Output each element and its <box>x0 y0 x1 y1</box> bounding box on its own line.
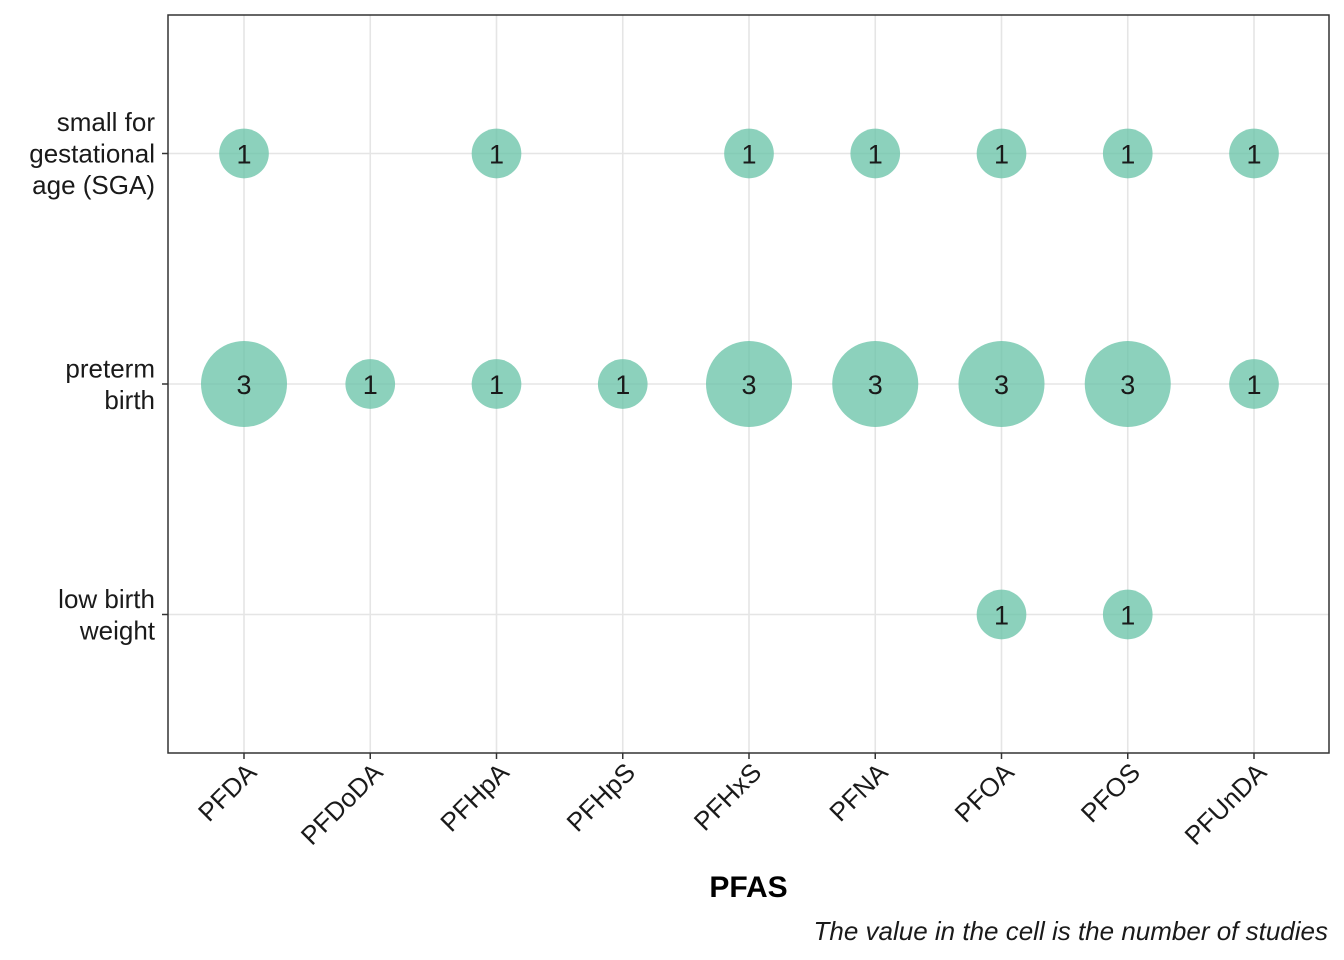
bubble-pfdoda-preterm: 1 <box>345 359 396 409</box>
x-tick-label: PFHpA <box>434 757 515 838</box>
bubble-circle <box>471 128 522 179</box>
x-tick-pfunda: PFUnDA <box>1178 753 1273 851</box>
x-tick-pfos: PFOS <box>1075 753 1146 828</box>
bubble-pfna-preterm: 3 <box>832 341 919 427</box>
bubble-value-label: 3 <box>994 370 1009 400</box>
x-tick-label: PFUnDA <box>1178 757 1272 851</box>
x-tick-label: PFDA <box>192 757 263 828</box>
bubble-pfunda-preterm: 1 <box>1229 359 1279 409</box>
bubble-pfoa-lbw: 1 <box>976 589 1027 640</box>
bubble-value-label: 1 <box>868 140 883 170</box>
y-tick-label-line: birth <box>104 385 155 415</box>
bubble-circle <box>832 341 919 427</box>
chart-caption: The value in the cell is the number of s… <box>813 916 1328 946</box>
bubble-value-label: 3 <box>236 370 251 400</box>
bubble-value-label: 1 <box>236 140 251 170</box>
bubble-value-label: 1 <box>363 370 378 400</box>
bubble-value-label: 1 <box>1246 140 1261 170</box>
bubble-value-label: 3 <box>868 370 883 400</box>
bubble-pfda-preterm: 3 <box>201 341 287 427</box>
bubble-circle <box>976 128 1027 179</box>
bubble-value-label: 1 <box>741 140 756 170</box>
x-tick-pfhxs: PFHxS <box>688 753 767 836</box>
bubble-pfoa-preterm: 3 <box>958 341 1045 427</box>
bubble-circle <box>597 359 648 409</box>
x-tick-label: PFOA <box>948 757 1020 829</box>
bubble-value-label: 1 <box>489 370 504 400</box>
bubble-value-label: 1 <box>1246 370 1261 400</box>
bubble-value-label: 1 <box>1120 601 1135 631</box>
x-tick-label: PFHxS <box>688 757 767 836</box>
bubble-pfoa-sga: 1 <box>976 128 1027 179</box>
bubble-circle <box>219 128 269 179</box>
bubble-circle <box>1102 128 1153 179</box>
x-axis-title: PFAS <box>709 871 787 904</box>
x-tick-pfna: PFNA <box>823 753 894 827</box>
bubble-value-label: 1 <box>615 370 630 400</box>
y-tick-label-line: age (SGA) <box>32 170 155 200</box>
bubble-pfhxs-sga: 1 <box>724 128 774 179</box>
bubble-value-label: 1 <box>994 601 1009 631</box>
bubble-value-label: 1 <box>489 140 504 170</box>
bubble-circle <box>1229 128 1279 179</box>
bubble-pfos-sga: 1 <box>1102 128 1153 179</box>
x-tick-pfda: PFDA <box>192 753 263 827</box>
bubbles: 1 1 1 1 1 1 1 3 1 1 1 3 3 3 3 1 1 1 <box>201 128 1279 640</box>
bubble-pfna-sga: 1 <box>850 128 901 179</box>
x-tick-label: PFHpS <box>561 757 641 837</box>
bubble-value-label: 3 <box>741 370 756 400</box>
y-tick-label-line: preterm <box>65 353 155 383</box>
x-tick-pfhps: PFHpS <box>561 753 641 838</box>
bubble-value-label: 1 <box>994 140 1009 170</box>
bubble-circle <box>724 128 774 179</box>
bubble-circle <box>1084 341 1171 427</box>
y-tick-label-line: weight <box>79 615 156 645</box>
bubble-circle <box>201 341 287 427</box>
bubble-pfhps-preterm: 1 <box>597 359 648 409</box>
bubble-pfos-preterm: 3 <box>1084 341 1171 427</box>
y-tick-label-line: gestational <box>29 139 155 169</box>
bubble-value-label: 3 <box>1120 370 1135 400</box>
x-tick-label: PFOS <box>1075 757 1146 828</box>
x-tick-pfoa: PFOA <box>948 753 1020 828</box>
bubble-circle <box>1102 589 1153 640</box>
x-tick-pfhpa: PFHpA <box>434 753 515 838</box>
bubble-pfhpa-preterm: 1 <box>471 359 522 409</box>
bubble-pfos-lbw: 1 <box>1102 589 1153 640</box>
bubble-circle <box>976 589 1027 640</box>
y-tick-label-line: low birth <box>58 584 155 614</box>
x-tick-pfdoda: PFDoDA <box>295 753 389 851</box>
bubble-pfhxs-preterm: 3 <box>706 341 792 427</box>
bubble-circle <box>958 341 1045 427</box>
bubble-pfda-sga: 1 <box>219 128 269 179</box>
bubble-circle <box>345 359 396 409</box>
x-tick-label: PFNA <box>823 757 894 828</box>
bubble-pfhpa-sga: 1 <box>471 128 522 179</box>
bubble-circle <box>850 128 901 179</box>
bubble-circle <box>706 341 792 427</box>
bubble-circle <box>471 359 522 409</box>
bubble-pfunda-sga: 1 <box>1229 128 1279 179</box>
x-tick-label: PFDoDA <box>295 757 389 851</box>
bubble-value-label: 1 <box>1120 140 1135 170</box>
y-tick-label-line: small for <box>57 107 156 137</box>
x-axis: PFDA PFDoDA PFHpA PFHpS PFHxS PFNA PFOA PFOS PFU… <box>192 753 1273 851</box>
bubble-circle <box>1229 359 1279 409</box>
